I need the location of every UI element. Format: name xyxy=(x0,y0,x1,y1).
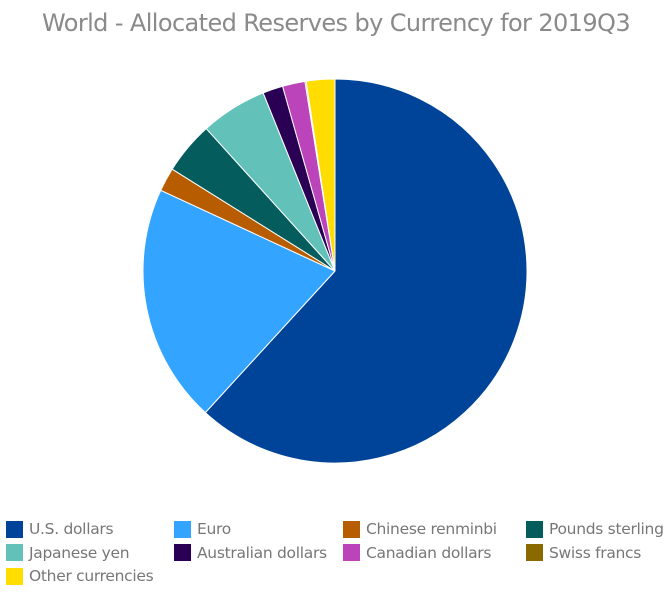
chart-title: World - Allocated Reserves by Currency f… xyxy=(42,9,631,37)
legend-swatch xyxy=(174,544,191,561)
legend-item-swiss-francs[interactable]: Swiss francs xyxy=(526,542,641,564)
legend-label: Pounds sterling xyxy=(549,520,664,538)
legend-item-pounds-sterling[interactable]: Pounds sterling xyxy=(526,518,664,540)
legend-swatch xyxy=(343,544,360,561)
legend-label: Australian dollars xyxy=(197,543,327,562)
legend-label: Canadian dollars xyxy=(366,543,492,562)
legend-label: Japanese yen xyxy=(29,543,130,562)
legend-label: Other currencies xyxy=(29,567,154,585)
legend-swatch xyxy=(6,567,23,585)
legend-item-other-currencies[interactable]: Other currencies xyxy=(6,565,154,587)
pie-slice-u-s-dollars xyxy=(204,78,528,464)
legend-item-euro[interactable]: Euro xyxy=(174,518,231,540)
legend-item-canadian-dollars[interactable]: Canadian dollars xyxy=(343,542,491,564)
legend-swatch xyxy=(6,544,23,561)
pie-slice-euro xyxy=(142,189,336,414)
legend-swatch xyxy=(174,520,191,538)
legend-swatch xyxy=(343,520,360,538)
legend-label: Swiss francs xyxy=(549,543,642,562)
legend-swatch xyxy=(526,544,543,561)
pie-slice-other-currencies xyxy=(305,78,336,272)
legend-item-japanese-yen[interactable]: Japanese yen xyxy=(6,542,130,564)
legend-swatch xyxy=(6,520,23,538)
legend-item-australian-dollars[interactable]: Australian dollars xyxy=(174,542,327,564)
legend-item-chinese-renminbi[interactable]: Chinese renminbi xyxy=(343,518,497,540)
legend-label: U.S. dollars xyxy=(29,520,114,538)
legend-swatch xyxy=(526,520,543,538)
legend-label: Chinese renminbi xyxy=(366,520,497,538)
legend-item-u-s-dollars[interactable]: U.S. dollars xyxy=(6,518,114,540)
legend-label: Euro xyxy=(197,520,231,538)
